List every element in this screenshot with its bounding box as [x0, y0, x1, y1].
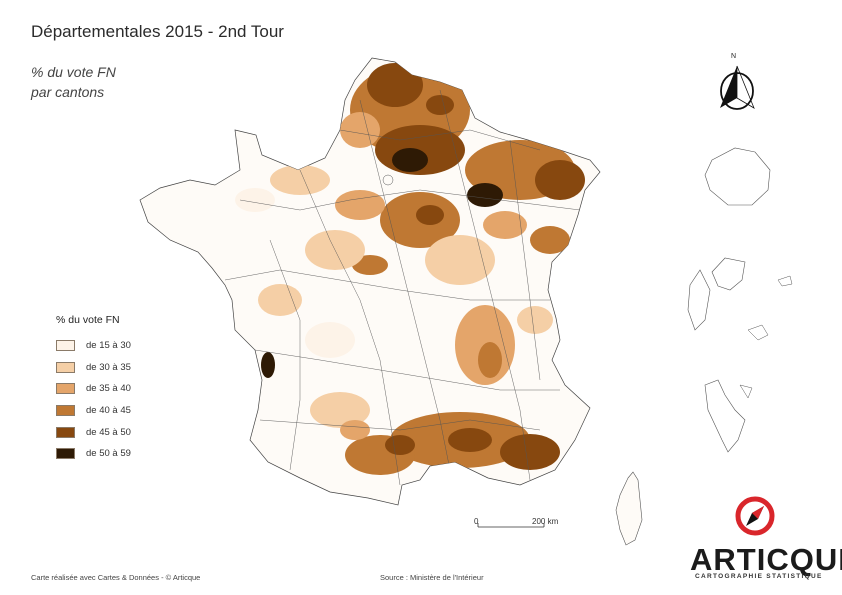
articque-compass-logo-icon	[735, 496, 775, 536]
north-arrow-icon	[720, 65, 755, 110]
legend-label: de 30 à 35	[86, 361, 131, 373]
legend-swatch	[56, 383, 75, 395]
inset-mayotte	[704, 379, 753, 453]
legend-label: de 40 à 45	[86, 405, 131, 417]
scale-label-end: 200 km	[532, 517, 559, 526]
legend-label: de 35 à 40	[86, 383, 131, 395]
legend-item: de 35 à 40	[56, 378, 196, 400]
legend-swatch	[56, 340, 75, 352]
corsica	[615, 471, 643, 546]
legend-item: de 45 à 50	[56, 421, 196, 443]
legend-swatch	[56, 426, 75, 438]
subtitle-line-2: par cantons	[31, 84, 105, 100]
footer-credit: Carte réalisée avec Cartes & Données - ©…	[31, 573, 201, 582]
scale-bar	[477, 523, 545, 528]
legend-label: de 15 à 30	[86, 340, 131, 352]
canton-choropleth	[235, 63, 585, 475]
map-subtitle: % du vote FN par cantons	[31, 62, 116, 102]
legend-item: de 50 à 59	[56, 443, 196, 465]
legend-label: de 50 à 59	[86, 448, 131, 460]
legend-swatch	[56, 448, 75, 460]
legend-title: % du vote FN	[56, 314, 120, 326]
subtitle-line-1: % du vote FN	[31, 64, 116, 80]
inset-reunion	[704, 147, 771, 206]
inset-guadeloupe	[687, 257, 793, 341]
paris-inset-ring	[382, 174, 394, 186]
legend-swatch	[56, 361, 75, 373]
legend-item: de 15 à 30	[56, 335, 196, 357]
legend-item: de 30 à 35	[56, 357, 196, 379]
legend-label: de 45 à 50	[86, 426, 131, 438]
legend: % du vote FN de 15 à 30 de 30 à 35 de 35 à…	[56, 314, 196, 465]
brand-tagline: CARTOGRAPHIE STATISTIQUE	[695, 573, 823, 580]
footer-source: Source : Ministère de l'Intérieur	[380, 573, 484, 582]
departement-boundaries	[224, 89, 581, 486]
legend-swatch	[56, 405, 75, 417]
scale-label-start: 0	[474, 517, 479, 526]
legend-item: de 40 à 45	[56, 400, 196, 422]
brand-wordmark: ARTICQUE	[690, 542, 842, 577]
region-gironde-coast	[261, 352, 275, 378]
north-label: N	[731, 53, 737, 60]
map-title: Départementales 2015 - 2nd Tour	[31, 22, 284, 41]
